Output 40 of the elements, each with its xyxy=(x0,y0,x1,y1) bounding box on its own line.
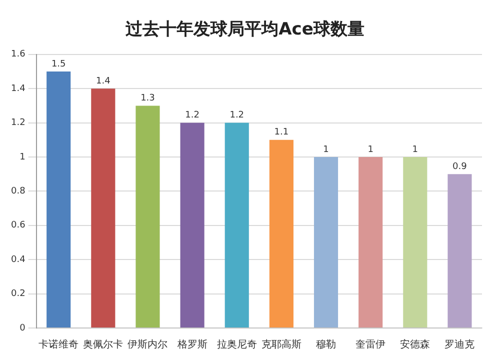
y-tick-label: 0.2 xyxy=(10,289,26,300)
chart-title: 过去十年发球局平均Ace球数量 xyxy=(124,20,364,40)
bar xyxy=(91,88,116,328)
bar xyxy=(180,122,204,328)
data-label: 1.1 xyxy=(274,128,289,138)
x-tick-label: 安德森 xyxy=(400,338,430,351)
y-tick-label: 0.6 xyxy=(10,220,26,231)
data-label: 1 xyxy=(323,144,329,155)
y-tick-label: 0.4 xyxy=(10,254,26,265)
y-tick-label: 0 xyxy=(20,323,26,334)
x-tick-label: 卡诺维奇 xyxy=(38,338,79,351)
x-tick-label: 克耶高斯 xyxy=(261,338,302,351)
bar xyxy=(314,157,338,328)
x-tick-label: 穆勒 xyxy=(316,338,336,351)
y-tick-label: 1.2 xyxy=(10,118,26,128)
x-tick-label: 伊斯内尔 xyxy=(128,338,168,351)
x-tick-label: 罗迪克 xyxy=(444,338,475,351)
data-label: 1 xyxy=(368,144,374,155)
bar xyxy=(403,157,428,328)
x-tick-label: 拉奥尼奇 xyxy=(216,338,257,351)
x-tick-label: 格罗斯 xyxy=(176,338,208,351)
bar xyxy=(358,157,383,328)
x-tick-label: 奎雷伊 xyxy=(356,338,386,351)
bar xyxy=(136,106,160,328)
bar xyxy=(224,122,249,328)
data-label: 1.5 xyxy=(51,59,66,70)
bar xyxy=(269,140,294,328)
bar xyxy=(448,174,472,328)
x-tick-label: 奥佩尔卡 xyxy=(83,338,124,351)
data-label: 1.2 xyxy=(230,110,244,121)
data-label: 1.2 xyxy=(185,110,200,121)
y-tick-label: 1.6 xyxy=(10,50,26,60)
bar xyxy=(46,72,71,328)
y-tick-label: 0.8 xyxy=(10,186,26,197)
data-label: 1.3 xyxy=(140,94,155,104)
y-tick-label: 1 xyxy=(20,152,26,162)
y-tick-label: 1.4 xyxy=(10,84,26,94)
data-label: 1 xyxy=(412,144,418,155)
data-label: 0.9 xyxy=(452,162,468,172)
data-label: 1.4 xyxy=(96,76,111,86)
